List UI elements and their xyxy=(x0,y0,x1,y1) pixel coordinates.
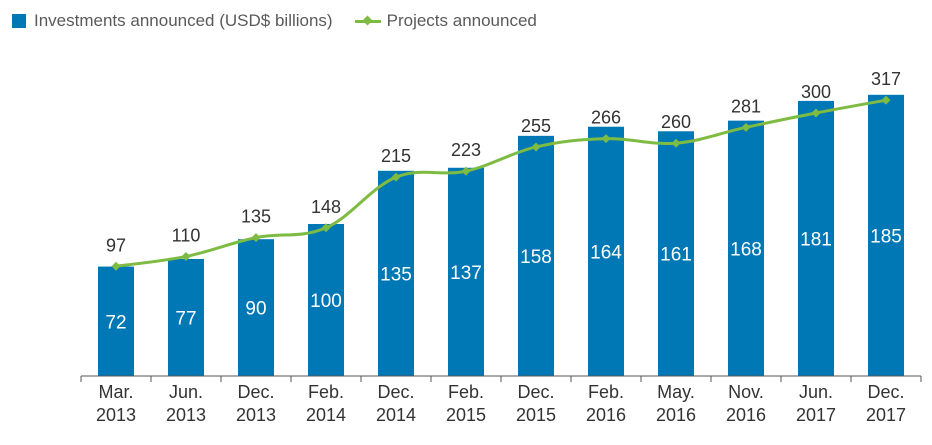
projects-marker xyxy=(181,251,191,261)
bar-value-label: 185 xyxy=(870,226,902,247)
x-tick-label-year: 2016 xyxy=(656,405,696,425)
projects-marker xyxy=(601,134,611,144)
bar xyxy=(728,120,764,376)
x-tick-label-month: Nov. xyxy=(728,382,764,402)
bar xyxy=(868,94,904,377)
projects-marker xyxy=(111,261,121,271)
projects-value-label: 135 xyxy=(241,207,271,227)
projects-marker xyxy=(251,233,261,243)
legend-label-projects: Projects announced xyxy=(386,11,537,30)
bar xyxy=(238,239,274,376)
x-tick-label-month: Feb. xyxy=(448,382,484,402)
projects-marker xyxy=(811,108,821,118)
x-tick-label-month: Feb. xyxy=(308,382,344,402)
bar xyxy=(378,170,414,376)
x-tick-label-month: Dec. xyxy=(867,382,904,402)
bar xyxy=(448,167,484,376)
legend-item-investments: Investments announced (USD$ billions) xyxy=(12,11,333,31)
projects-value-label: 281 xyxy=(731,96,761,116)
bar-value-label: 77 xyxy=(175,308,196,329)
x-tick-label-year: 2016 xyxy=(726,405,766,425)
projects-value-label: 255 xyxy=(521,116,551,136)
bar xyxy=(98,266,134,376)
bar xyxy=(308,224,344,376)
x-tick-label-month: Feb. xyxy=(588,382,624,402)
x-tick-label-year: 2013 xyxy=(96,405,136,425)
x-tick-label-year: 2014 xyxy=(306,405,346,425)
x-tick-label-year: 2015 xyxy=(516,405,556,425)
bar xyxy=(518,135,554,376)
bar-value-label: 168 xyxy=(730,239,762,260)
projects-marker xyxy=(531,142,541,152)
x-tick-label-month: May. xyxy=(657,382,695,402)
bar xyxy=(588,126,624,376)
projects-line xyxy=(115,98,887,268)
projects-value-label: 110 xyxy=(172,225,201,245)
legend-label-investments: Investments announced (USD$ billions) xyxy=(34,11,333,30)
projects-marker xyxy=(461,166,471,176)
bar-value-label: 100 xyxy=(310,291,342,312)
projects-marker xyxy=(391,172,401,182)
projects-marker xyxy=(881,95,891,105)
projects-value-label: 266 xyxy=(591,108,621,128)
bar xyxy=(658,131,694,376)
x-tick-label-month: Dec. xyxy=(237,382,274,402)
bar-value-label: 137 xyxy=(450,263,482,284)
projects-marker xyxy=(321,223,331,233)
bar-value-label: 181 xyxy=(800,229,832,250)
x-tick-label-year: 2014 xyxy=(376,405,416,425)
x-tick-label-month: Dec. xyxy=(517,382,554,402)
x-tick-label-month: Jun. xyxy=(169,382,203,402)
legend-bar-swatch xyxy=(12,14,26,28)
legend: Investments announced (USD$ billions) Pr… xyxy=(12,8,559,34)
x-tick-label-year: 2017 xyxy=(866,405,906,425)
x-tick-label-year: 2013 xyxy=(236,405,276,425)
bar-value-label: 72 xyxy=(105,312,126,333)
projects-value-label: 223 xyxy=(451,140,481,160)
projects-value-label: 260 xyxy=(661,112,691,132)
bar-value-label: 164 xyxy=(590,242,622,263)
bar-value-label: 90 xyxy=(245,299,266,320)
projects-value-label: 317 xyxy=(871,69,901,89)
legend-line-marker xyxy=(354,14,381,28)
projects-marker xyxy=(741,122,751,132)
bar xyxy=(798,100,834,376)
bar-value-label: 135 xyxy=(380,264,412,285)
bar-value-label: 158 xyxy=(520,247,552,268)
projects-value-label: 148 xyxy=(311,197,341,217)
projects-value-label: 300 xyxy=(801,82,831,102)
x-tick-label-month: Dec. xyxy=(377,382,414,402)
legend-item-projects: Projects announced xyxy=(354,11,537,31)
x-tick-label-month: Jun. xyxy=(799,382,833,402)
projects-marker xyxy=(671,138,681,148)
x-tick-label-month: Mar. xyxy=(98,382,133,402)
x-tick-label-year: 2016 xyxy=(586,405,626,425)
projects-value-label: 97 xyxy=(106,235,126,255)
bar-value-label: 161 xyxy=(660,245,692,266)
bar xyxy=(168,258,204,376)
x-tick-label-year: 2015 xyxy=(446,405,486,425)
x-tick-label-year: 2017 xyxy=(796,405,836,425)
projects-value-label: 215 xyxy=(381,146,411,166)
x-tick-label-year: 2013 xyxy=(166,405,206,425)
